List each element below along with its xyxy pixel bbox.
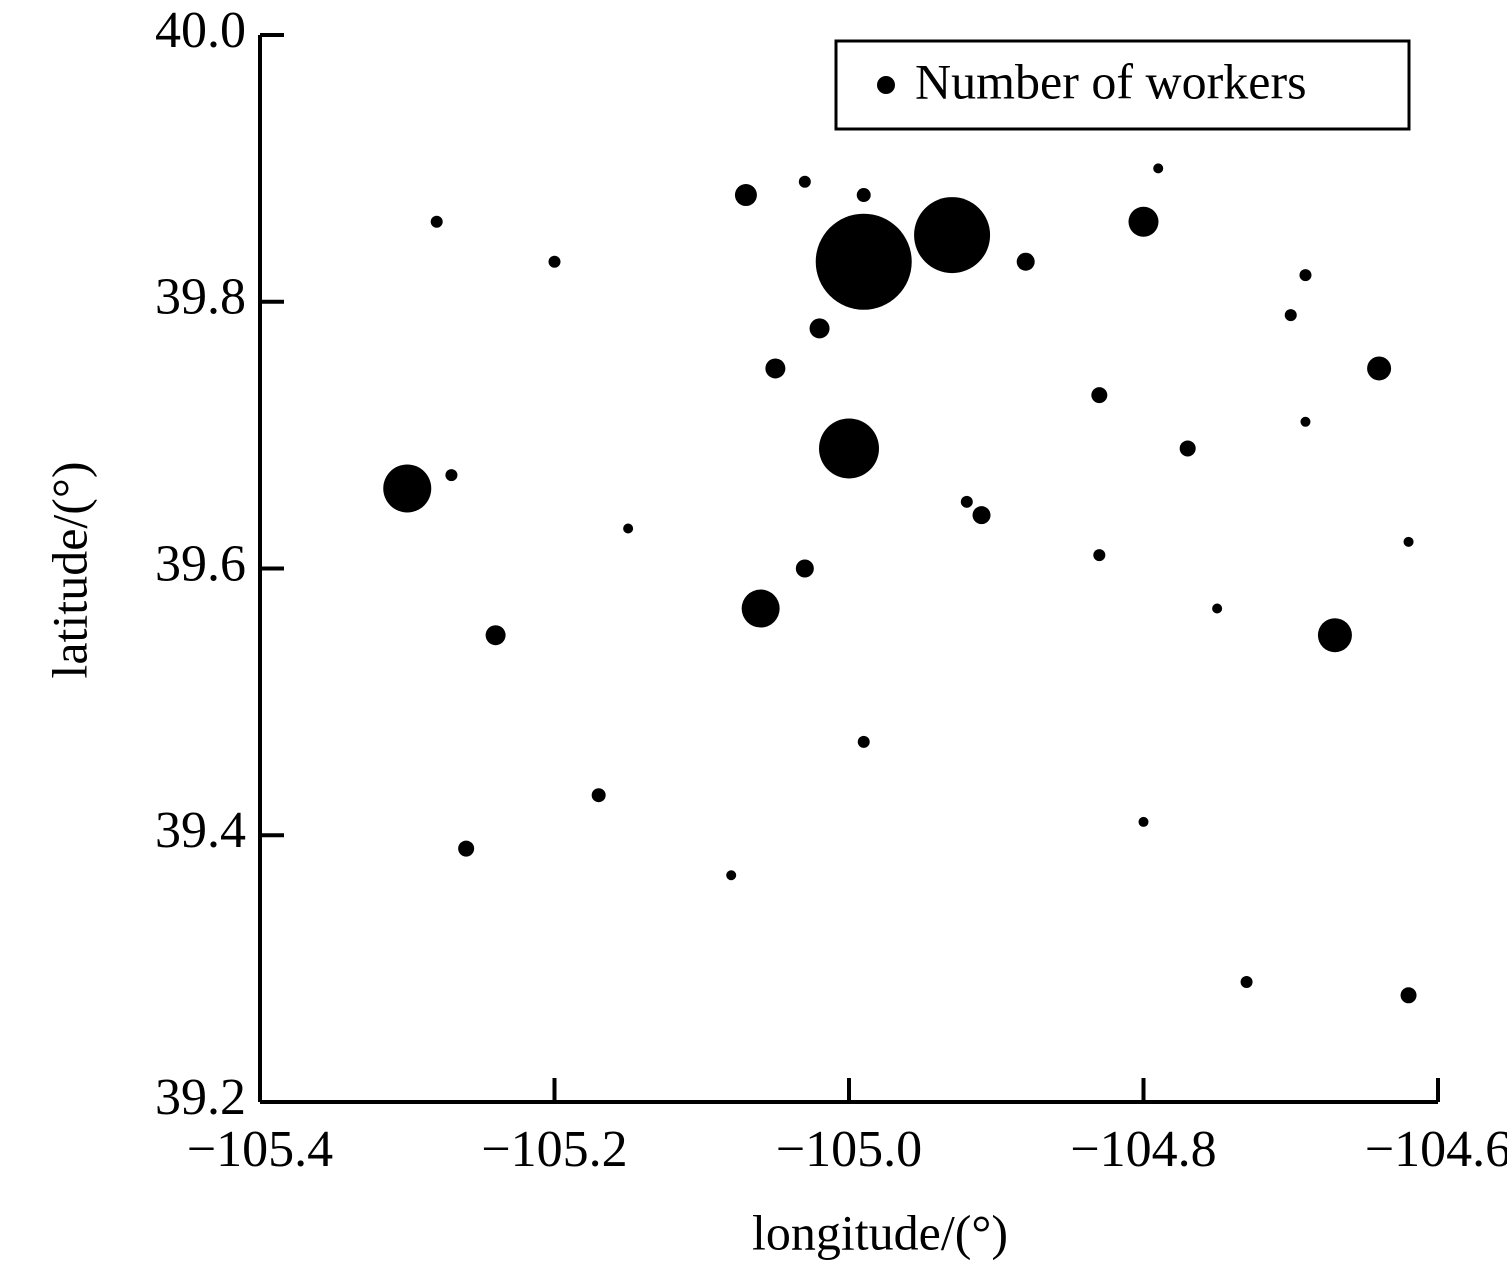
bubble [972,506,991,525]
bubble [1300,416,1311,427]
y-tick-label: 40.0 [155,2,246,59]
bubble [1240,975,1253,988]
bubble [1317,618,1352,653]
bubble [1091,387,1108,404]
bubble [1138,816,1149,827]
y-tick-label: 39.4 [155,802,246,859]
bubble [798,175,811,188]
x-tick-label: −105.0 [776,1121,922,1178]
bubble [765,358,786,379]
bubble [819,418,879,479]
bubble [1153,163,1164,174]
bubble [430,215,443,228]
bubble [1400,987,1417,1004]
bubble [1093,549,1106,562]
bubble [591,788,606,803]
bubble [960,495,973,508]
bubble [856,188,871,203]
bubble [809,318,830,339]
bubble [1367,356,1392,381]
bubble [1016,252,1035,271]
y-axis-label: latitude/(°) [41,461,97,678]
x-tick-label: −104.8 [1070,1121,1216,1178]
bubble [548,255,561,268]
bubble [1284,309,1297,322]
bubble [734,184,757,207]
bubble [741,589,780,628]
bubble [914,197,991,274]
x-tick-label: −104.6 [1365,1121,1507,1178]
x-axis-label: longitude/(°) [752,1204,1008,1260]
bubble [795,559,814,578]
bubble [1128,206,1159,237]
legend-marker [877,76,895,94]
bubble [815,213,912,310]
bubble [1212,603,1223,614]
bubble [1403,536,1414,547]
y-tick-label: 39.2 [155,1069,246,1126]
bubble [1179,440,1196,457]
bubble [857,735,870,748]
bubble [383,464,432,513]
x-tick-label: −105.2 [481,1121,627,1178]
bubble [1299,269,1312,282]
y-tick-label: 39.8 [155,269,246,326]
legend-box [834,39,1411,131]
legend-label: Number of workers [915,53,1307,109]
y-tick-label: 39.6 [155,535,246,592]
bubble [623,523,634,534]
bubble [726,870,737,881]
bubble [485,625,506,646]
bubble [458,840,475,857]
bubble [445,469,458,482]
x-tick-label: −105.4 [187,1121,333,1178]
